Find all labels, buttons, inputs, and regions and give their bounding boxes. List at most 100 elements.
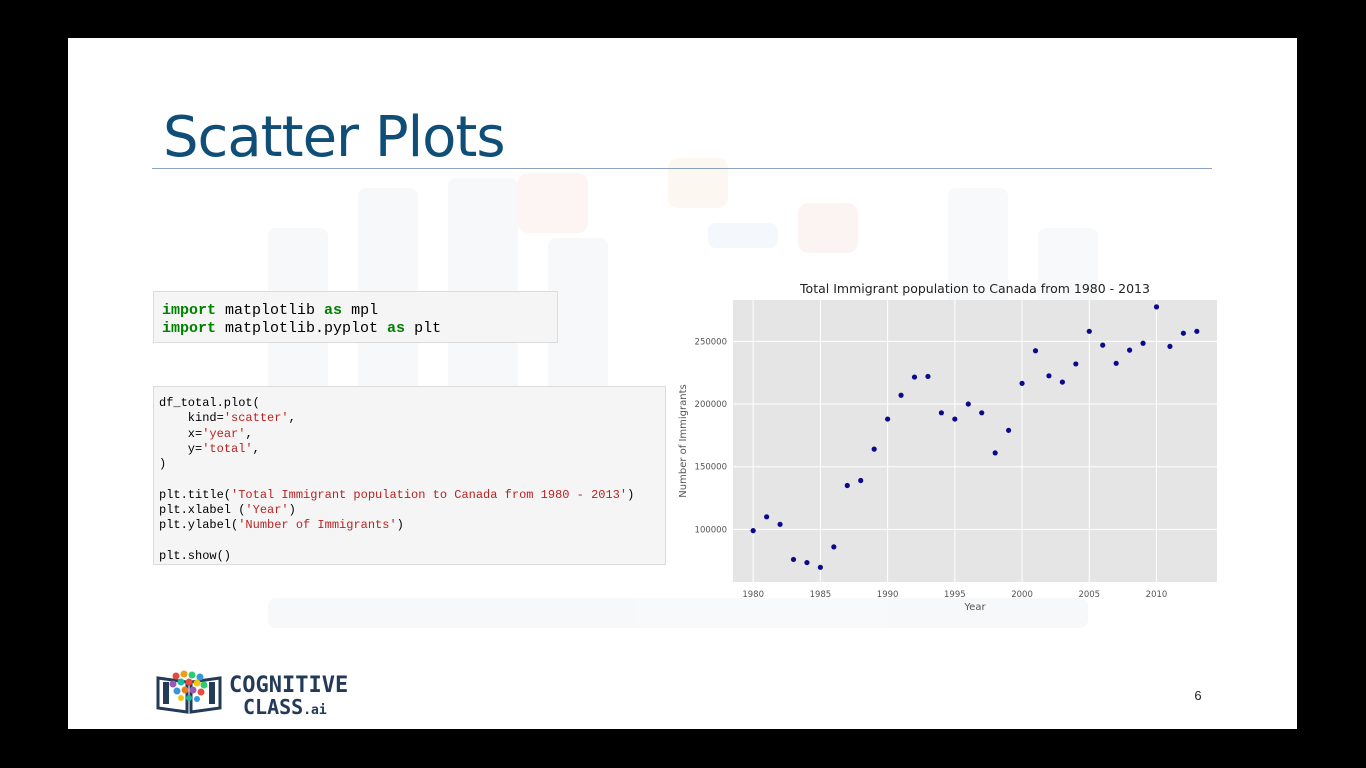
code-token: ) [288, 503, 296, 518]
data-point [844, 482, 850, 489]
x-tick-label: 1990 [877, 590, 899, 600]
data-point [925, 373, 931, 380]
code-line: plt.show() [159, 549, 231, 563]
code-line: ) [159, 457, 166, 471]
data-point [777, 521, 783, 527]
data-point [750, 528, 756, 534]
code-token: plt.xlabel ( [159, 503, 246, 518]
code-token: x= [159, 426, 203, 441]
code-token: , [288, 411, 296, 426]
code-string: 'total' [202, 441, 253, 456]
code-string: 'Total Immigrant population to Canada fr… [231, 487, 628, 502]
code-line: plt.ylabel('Number of Immigrants') [159, 518, 404, 532]
data-point [898, 392, 904, 398]
y-tick-label: 250000 [695, 337, 727, 347]
x-tick-label: 2000 [1011, 590, 1033, 600]
cognitive-class-logo: COGNITIVE CLASS.ai [154, 670, 354, 718]
data-point [1073, 361, 1079, 367]
data-point [831, 544, 837, 550]
data-point [1113, 360, 1119, 366]
y-tick-label: 150000 [695, 463, 727, 473]
y-tick-label: 200000 [695, 400, 727, 410]
logo-text-class-main: CLASS [243, 695, 304, 719]
data-point [1086, 328, 1092, 334]
code-line: plt.title('Total Immigrant population to… [159, 488, 634, 502]
data-point [1153, 304, 1160, 310]
code-token: kind= [159, 411, 224, 426]
code-line: import matplotlib.pyplot as plt [162, 320, 441, 337]
data-point [790, 556, 797, 563]
code-keyword: as [387, 320, 406, 337]
code-string: 'Year' [245, 503, 289, 518]
code-cell-imports: import matplotlib as mpl import matplotl… [153, 291, 558, 343]
grid-lines [733, 300, 1217, 582]
y-axis-label: Number of Immigrants [678, 384, 689, 497]
data-point [1019, 380, 1025, 386]
x-tick-label: 1985 [810, 590, 832, 600]
data-point [858, 477, 864, 484]
data-point [1180, 330, 1186, 336]
data-point [1194, 328, 1200, 334]
data-point [871, 446, 877, 452]
data-point [965, 401, 971, 407]
data-point [979, 410, 985, 416]
title-divider [152, 168, 1212, 169]
code-string: 'year' [202, 426, 246, 441]
data-point [952, 416, 958, 422]
code-token: plt [405, 320, 442, 337]
data-point [885, 416, 891, 422]
code-token: matplotlib [216, 302, 325, 319]
code-token: plt.show() [159, 548, 232, 563]
code-token: mpl [342, 302, 379, 319]
scatter-chart: 1980 1985 1990 1995 2000 2005 2010 100000 150000… [678, 281, 1217, 613]
x-tick-label: 1995 [944, 590, 966, 600]
data-points [750, 304, 1200, 570]
code-cell-plot: df_total.plot( kind='scatter', x='year',… [153, 386, 666, 565]
code-token: ) [627, 487, 635, 502]
x-tick-label: 2005 [1078, 590, 1100, 600]
code-token: plt.ylabel( [159, 518, 239, 533]
data-point [764, 514, 770, 520]
slide-title: Scatter Plots [163, 105, 506, 170]
code-keyword: import [162, 320, 217, 337]
slide: Scatter Plots import matplotlib as mpl i… [68, 38, 1297, 729]
code-keyword: import [162, 302, 217, 319]
data-point [817, 564, 823, 570]
code-token: df_total.plot( [159, 396, 260, 410]
data-point [1006, 427, 1012, 433]
code-token: , [245, 426, 253, 441]
logo-text-cognitive: COGNITIVE [229, 673, 349, 698]
data-point [911, 374, 918, 380]
code-token: , [252, 441, 260, 456]
data-point [804, 559, 810, 566]
book-logo-icon [156, 670, 222, 714]
page-number: 6 [1194, 688, 1202, 703]
logo-text-ai: .ai [303, 703, 327, 718]
data-point [938, 410, 944, 416]
code-line: plt.xlabel ('Year') [159, 503, 296, 517]
data-point [1032, 348, 1039, 354]
plot-area [733, 300, 1217, 582]
code-token: plt.title( [159, 487, 232, 502]
data-point [1046, 373, 1052, 379]
tick-labels: 1980 1985 1990 1995 2000 2005 2010 100000 150000… [695, 337, 1168, 600]
code-line: y='total', [159, 442, 260, 456]
chart-title: Total Immigrant population to Canada fro… [799, 281, 1150, 296]
data-point [1127, 347, 1133, 353]
data-point [1167, 343, 1173, 349]
x-tick-label: 2010 [1146, 590, 1168, 600]
y-tick-label: 100000 [695, 525, 727, 535]
code-token: ) [396, 518, 404, 533]
logo-text-class: CLASS.ai [243, 697, 327, 721]
code-line: df_total.plot( [159, 396, 260, 410]
data-point [992, 450, 998, 456]
code-line: import matplotlib as mpl [162, 302, 378, 319]
code-string: 'scatter' [223, 411, 289, 426]
code-keyword: as [324, 302, 343, 319]
code-token: matplotlib.pyplot [216, 320, 388, 337]
code-string: 'Number of Immigrants' [238, 518, 397, 533]
x-axis-label: Year [963, 602, 986, 613]
code-line: kind='scatter', [159, 411, 296, 425]
data-point [1100, 342, 1106, 348]
data-point [1140, 340, 1146, 346]
